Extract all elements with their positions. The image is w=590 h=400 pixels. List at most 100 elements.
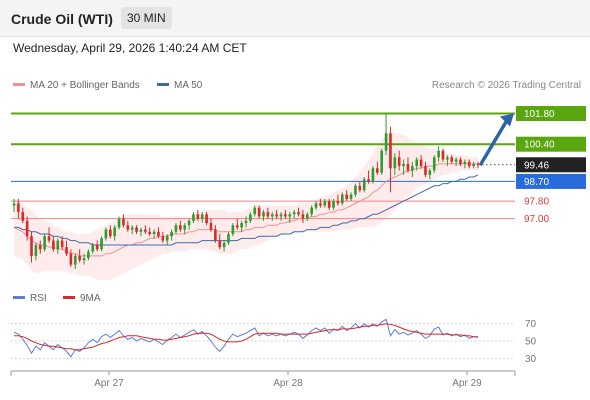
- rsi-tick-label: 30: [525, 354, 537, 365]
- price-tag-bg-101.80: [516, 106, 586, 122]
- date-label: Wednesday, April 29, 2026 1:40:24 AM CET: [13, 41, 247, 55]
- candle-body: [393, 157, 397, 169]
- candle-body: [65, 247, 68, 254]
- candle-body: [214, 229, 217, 241]
- rsi-swatch-icon: [13, 295, 25, 299]
- candle-body: [450, 157, 454, 162]
- candle-body: [12, 203, 16, 206]
- candle-body: [38, 244, 42, 250]
- candle-body: [135, 227, 138, 232]
- candle-body: [200, 214, 204, 219]
- x-tick-label: Apr 27: [94, 378, 124, 389]
- candle-body: [362, 179, 366, 191]
- forecast-arrow-icon: [479, 116, 510, 166]
- candle-body: [157, 231, 160, 237]
- candle-body: [336, 201, 340, 204]
- candle-body: [82, 258, 86, 261]
- candle-body: [349, 194, 353, 199]
- candle-body: [179, 225, 182, 230]
- candle-body: [310, 207, 313, 215]
- candle-body: [371, 168, 375, 182]
- candle-body: [95, 244, 99, 250]
- candle-body: [380, 150, 384, 173]
- ma50-line: [14, 174, 479, 246]
- candle-body: [463, 161, 467, 164]
- candle-body: [459, 159, 462, 164]
- candle-body: [472, 163, 475, 167]
- bollinger-band-area: [14, 133, 478, 280]
- price-tag-100.40: 100.40: [524, 140, 555, 151]
- candle-body: [126, 225, 130, 230]
- candle-body: [104, 229, 108, 239]
- candle-body: [148, 231, 152, 234]
- x-tick-label: Apr 28: [273, 378, 303, 389]
- ma20-swatch-icon: [13, 82, 25, 86]
- candle-body: [170, 231, 173, 237]
- candle-body: [319, 203, 322, 206]
- candle-body: [402, 163, 405, 167]
- candle-body: [25, 220, 29, 237]
- candle-body: [21, 212, 25, 221]
- candle-body: [69, 253, 73, 265]
- candle-body: [284, 214, 287, 217]
- candle-body: [196, 214, 200, 219]
- candle-body: [297, 212, 300, 215]
- candle-body: [183, 225, 187, 230]
- candle-body: [43, 236, 46, 250]
- candle-body: [354, 185, 357, 195]
- candle-body: [165, 236, 169, 241]
- candle-body: [327, 201, 331, 208]
- candle-body: [235, 225, 239, 228]
- candle-body: [345, 194, 348, 199]
- candle-body: [257, 207, 261, 217]
- price-tag-bg-100.40: [516, 136, 586, 152]
- candle-body: [270, 214, 274, 217]
- rsi-tick-label: 70: [525, 319, 537, 330]
- rsi-9ma-line: [14, 323, 478, 351]
- legend-ma20-label: MA 20 + Bollinger Bands: [30, 80, 140, 91]
- ma9-swatch-icon: [63, 295, 75, 299]
- candle-body: [389, 133, 392, 169]
- candle-body: [314, 203, 318, 208]
- candle-body: [231, 225, 235, 234]
- candle-body: [437, 150, 440, 158]
- candle-body: [266, 212, 270, 217]
- candle-body: [384, 133, 388, 151]
- candle-body: [411, 166, 414, 171]
- candle-body: [376, 168, 379, 173]
- candle-body: [292, 212, 296, 215]
- candle-body: [332, 201, 335, 208]
- candle-body: [139, 229, 143, 232]
- candle-body: [187, 220, 191, 226]
- candle-body: [432, 157, 436, 171]
- candle-body: [91, 244, 95, 252]
- legend-ma9-label: 9MA: [80, 293, 101, 304]
- candle-body: [415, 159, 419, 167]
- x-tick-label: Apr 29: [452, 378, 482, 389]
- candle-body: [218, 240, 222, 248]
- candle-body: [244, 220, 248, 224]
- candle-body: [192, 214, 195, 221]
- candle-body: [419, 159, 423, 167]
- candle-body: [279, 214, 283, 217]
- candle-body: [340, 194, 344, 204]
- candle-body: [424, 166, 427, 175]
- candle-body: [301, 214, 305, 219]
- candle-body: [100, 238, 103, 250]
- candle-body: [47, 236, 51, 241]
- candle-body: [240, 223, 243, 228]
- candle-body: [275, 214, 278, 217]
- rsi-line: [13, 318, 479, 358]
- candle-body: [34, 244, 38, 256]
- price-tag-97.80: 97.80: [524, 197, 549, 208]
- candle-body: [117, 218, 121, 228]
- price-tag-bg-99.46: [516, 157, 586, 173]
- candle-body: [52, 240, 55, 250]
- candle-body: [249, 214, 252, 221]
- candle-body: [227, 234, 230, 243]
- timeframe-button[interactable]: 30 MIN: [121, 7, 172, 29]
- candle-body: [428, 170, 432, 175]
- candle-body: [122, 218, 125, 226]
- ma50-swatch-icon: [157, 82, 169, 86]
